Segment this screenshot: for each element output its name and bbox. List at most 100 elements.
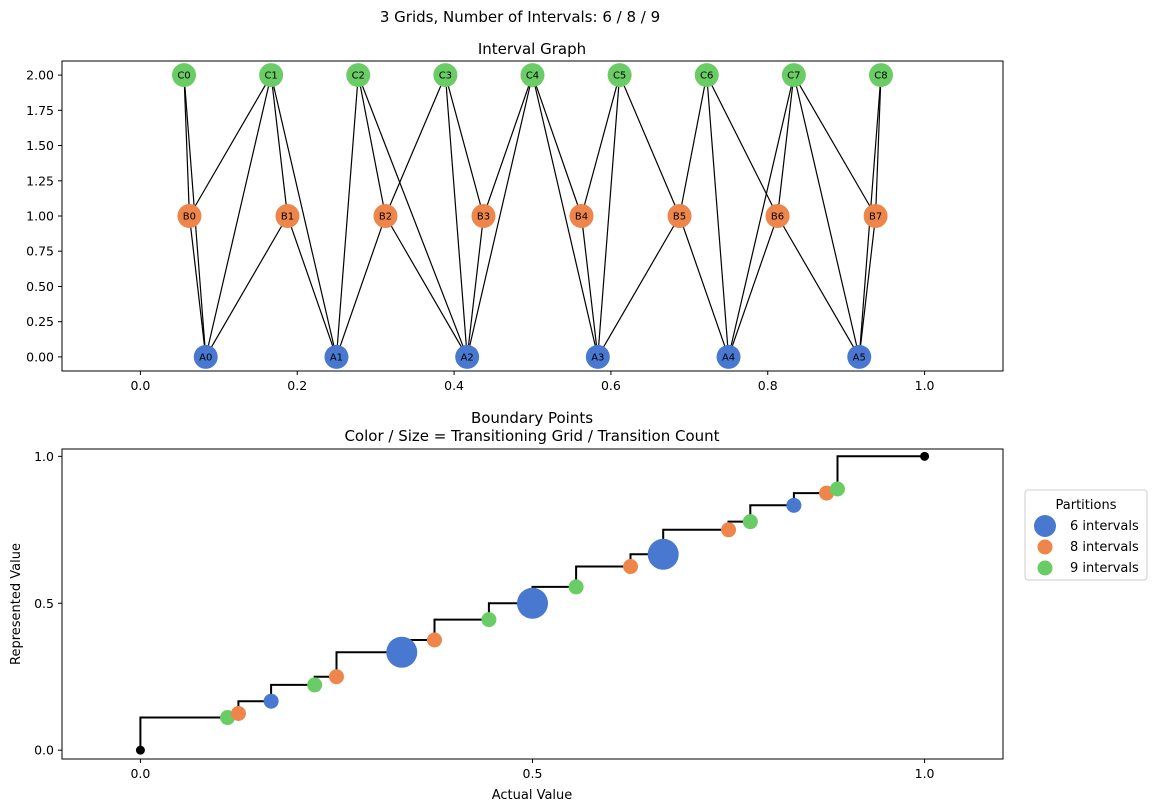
x-tick-label: 0.8 [758,378,778,393]
legend: Partitions 6 intervals 8 intervals 9 int… [1024,489,1148,581]
graph-edge-b3-c4 [482,74,534,217]
graph-edge-b6-c6 [706,74,779,217]
boundary-point-5 [386,636,418,668]
graph-node-label-c0: C0 [177,71,190,82]
boundary-point-2 [263,693,279,709]
graph-edge-a2-c2 [357,74,468,358]
legend-marker-8-intervals [1037,539,1053,555]
x-tick-label: 1.0 [915,766,935,781]
interval-graph-panel: Interval Graph A0 A1 A2 A3 A4 A5 B0 B1 B2 B3 B4 B5 B… [26,40,1004,393]
boundary-points-title: Boundary Points [471,409,593,427]
graph-node-label-c3: C3 [439,71,452,82]
boundary-points-subtitle: Color / Size = Transitioning Grid / Tran… [344,427,719,445]
graph-edge-a4-b6 [727,215,779,358]
boundary-point-1 [230,705,246,721]
y-tick-label: 1.00 [26,209,54,224]
graph-node-b5 [667,204,692,228]
graph-node-label-b1: B1 [281,212,294,223]
graph-edge-a2-b2 [384,215,468,358]
graph-edge-a1-b1 [286,215,338,358]
graph-edge-b5-c6 [678,74,708,217]
graph-edge-a0-b0 [188,215,207,357]
graph-edge-b0-c0 [183,75,191,217]
y-tick-label: 0.50 [26,279,54,294]
x-tick-label: 0.0 [130,766,150,781]
graph-node-b1 [275,204,300,228]
graph-node-a3 [585,344,610,369]
graph-node-label-c6: C6 [700,71,713,82]
graph-node-b3 [471,204,496,228]
graph-edge-a1-c2 [335,75,359,357]
x-tick-label: 1.0 [915,378,935,393]
graph-edge-b2-c3 [384,74,446,217]
endpoint-0 [135,745,145,755]
graph-node-c3 [433,63,458,88]
boundary-points-y-ticks: 0.0 0.5 1.0 [34,449,62,758]
graph-edge-a2-b3 [466,215,485,357]
graph-node-b0 [177,204,202,228]
graph-node-label-b6: B6 [771,212,784,223]
graph-edge-a4-c6 [706,75,730,357]
graph-node-label-b0: B0 [183,212,196,223]
x-axis-title: Actual Value [492,788,573,803]
graph-edge-b7-c7 [793,74,877,217]
legend-label-9-intervals: 9 intervals [1070,561,1139,576]
y-tick-label: 1.25 [26,173,54,188]
y-tick-label: 0.75 [26,244,54,259]
boundary-point-11 [647,538,679,570]
graph-node-c4 [520,63,545,88]
legend-marker-9-intervals [1037,560,1053,576]
graph-node-label-a1: A1 [330,352,343,363]
graph-edge-a5-b6 [777,215,860,358]
boundary-point-3 [307,677,323,693]
graph-node-label-a4: A4 [722,352,735,363]
graph-edge-a3-b5 [597,215,681,358]
graph-edge-a0-b1 [205,215,288,358]
graph-edge-a1-b2 [335,215,387,358]
graph-edge-b1-c1 [270,75,289,217]
graph-node-c7 [781,63,806,88]
graph-node-a5 [847,344,872,369]
y-tick-label: 0.00 [26,349,54,364]
graph-edge-a2-c3 [444,75,468,357]
y-tick-label: 1.0 [34,449,54,464]
graph-node-label-b7: B7 [869,212,882,223]
graph-node-label-a0: A0 [199,352,212,363]
graph-node-label-c2: C2 [352,71,365,82]
graph-node-c0 [172,63,197,88]
graph-node-label-c5: C5 [613,71,626,82]
interval-graph-title: Interval Graph [478,40,586,58]
boundary-point-6 [426,632,442,648]
boundary-point-4 [328,669,344,685]
graph-edge-a4-b5 [678,215,730,358]
boundary-point-14 [786,497,802,513]
x-tick-label: 0.6 [601,378,621,393]
boundary-points-panel: Boundary Points Color / Size = Transitio… [9,409,1004,803]
x-tick-label: 0.0 [130,378,150,393]
graph-node-label-a3: A3 [591,352,604,363]
boundary-point-10 [623,559,639,575]
graph-node-a2 [455,344,480,369]
boundary-point-12 [721,522,737,538]
graph-edge-a4-c7 [727,74,795,358]
legend-label-8-intervals: 8 intervals [1070,540,1139,555]
boundary-point-7 [481,612,497,628]
boundary-point-9 [568,579,584,595]
boundary-points [135,451,930,755]
interval-graph-x-ticks: 0.0 0.2 0.4 0.6 0.8 1.0 [130,371,935,393]
legend-box [1024,489,1148,581]
graph-edge-a3-b4 [580,215,599,357]
legend-label-6-intervals: 6 intervals [1070,519,1139,534]
graph-node-label-b2: B2 [379,212,392,223]
graph-edge-a3-c4 [531,74,599,358]
graph-edge-b2-c2 [357,74,387,217]
y-tick-label: 0.0 [34,743,54,758]
y-tick-label: 0.5 [34,596,54,611]
x-tick-label: 0.4 [444,378,464,393]
graph-node-c1 [259,63,284,88]
graph-edge-b5-c5 [619,74,681,217]
graph-edge-b3-c3 [444,74,485,217]
interval-graph-nodes: A0 A1 A2 A3 A4 A5 B0 B1 B2 B3 B4 B5 B6 B7 C0 C1 C2 C3 C4 C5… [172,63,893,369]
x-tick-label: 0.5 [523,766,543,781]
